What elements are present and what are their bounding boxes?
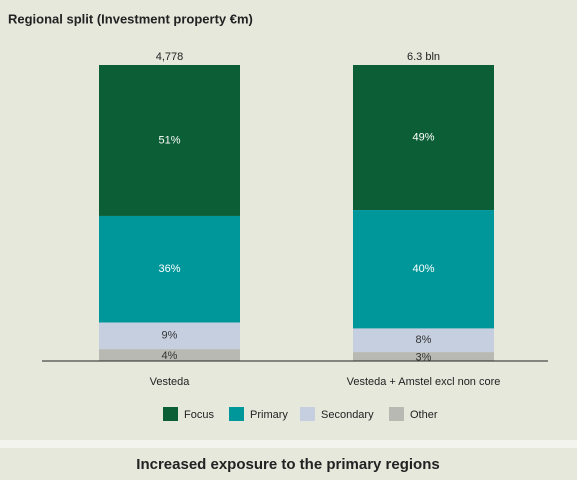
legend-label: Primary <box>250 409 288 421</box>
bar-segment <box>353 328 494 353</box>
legend-label: Secondary <box>321 409 374 421</box>
value-label: 8% <box>416 334 432 346</box>
value-label: 3% <box>416 351 432 363</box>
bar-segment <box>353 210 494 329</box>
bar-segment <box>99 65 240 216</box>
chart-title: Regional split (Investment property €m) <box>8 11 253 26</box>
value-label: 49% <box>412 131 434 143</box>
total-label: 4,778 <box>156 51 184 63</box>
bar-segment <box>99 349 240 361</box>
legend-swatch <box>300 407 315 421</box>
bar-segment <box>99 322 240 350</box>
bar-segment <box>99 215 240 323</box>
footer-panel <box>0 448 577 480</box>
legend-label: Other <box>410 409 438 421</box>
value-label: 51% <box>158 134 180 146</box>
footer: Increased exposure to the primary region… <box>136 456 439 473</box>
bar-segment <box>353 65 494 211</box>
x-tick-label: Vesteda + Amstel excl non core <box>347 376 501 388</box>
legend-label: Focus <box>184 409 214 421</box>
value-label: 40% <box>412 263 434 275</box>
legend-swatch <box>389 407 404 421</box>
value-label: 4% <box>162 350 178 362</box>
x-tick-label: Vesteda <box>150 376 191 388</box>
separator <box>0 440 577 448</box>
value-label: 9% <box>162 330 178 342</box>
legend-swatch <box>163 407 178 421</box>
total-label: 6.3 bln <box>407 51 440 63</box>
value-label: 36% <box>158 263 180 275</box>
legend-swatch <box>229 407 244 421</box>
bar-segment <box>353 352 494 361</box>
